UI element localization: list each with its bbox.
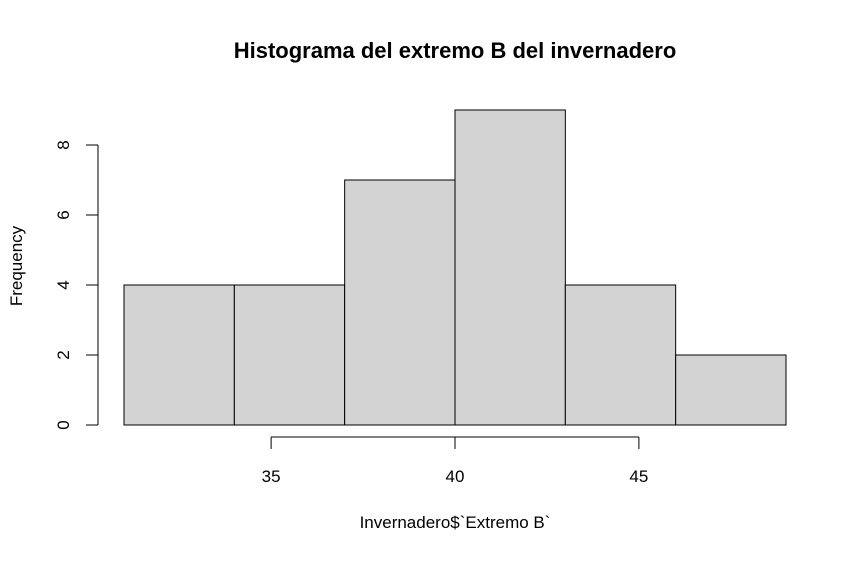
histogram-bar-5 (564, 284, 677, 426)
y-tick-label: 2 (54, 350, 73, 359)
y-tick-label: 6 (54, 210, 73, 219)
x-axis-label: Invernadero$`Extremo B` (360, 513, 551, 532)
histogram-bar-3 (344, 179, 456, 426)
histogram-bar-2 (233, 284, 346, 426)
y-axis: 0 2 4 6 8 (54, 140, 99, 430)
chart-title: Histograma del extremo B del invernadero (234, 38, 677, 63)
x-axis: 35 40 45 (262, 436, 648, 486)
y-axis-label: Frequency (7, 225, 26, 306)
x-tick-label: 40 (446, 467, 465, 486)
bars-group (123, 109, 787, 426)
y-tick-label: 0 (54, 420, 73, 429)
y-tick-label: 4 (54, 280, 73, 289)
x-tick-label: 45 (629, 467, 648, 486)
histogram-bar-4 (454, 109, 566, 426)
histogram-bar-6 (675, 354, 787, 426)
histogram-bar-1 (123, 284, 235, 426)
y-tick-label: 8 (54, 140, 73, 149)
x-tick-label: 35 (262, 467, 281, 486)
